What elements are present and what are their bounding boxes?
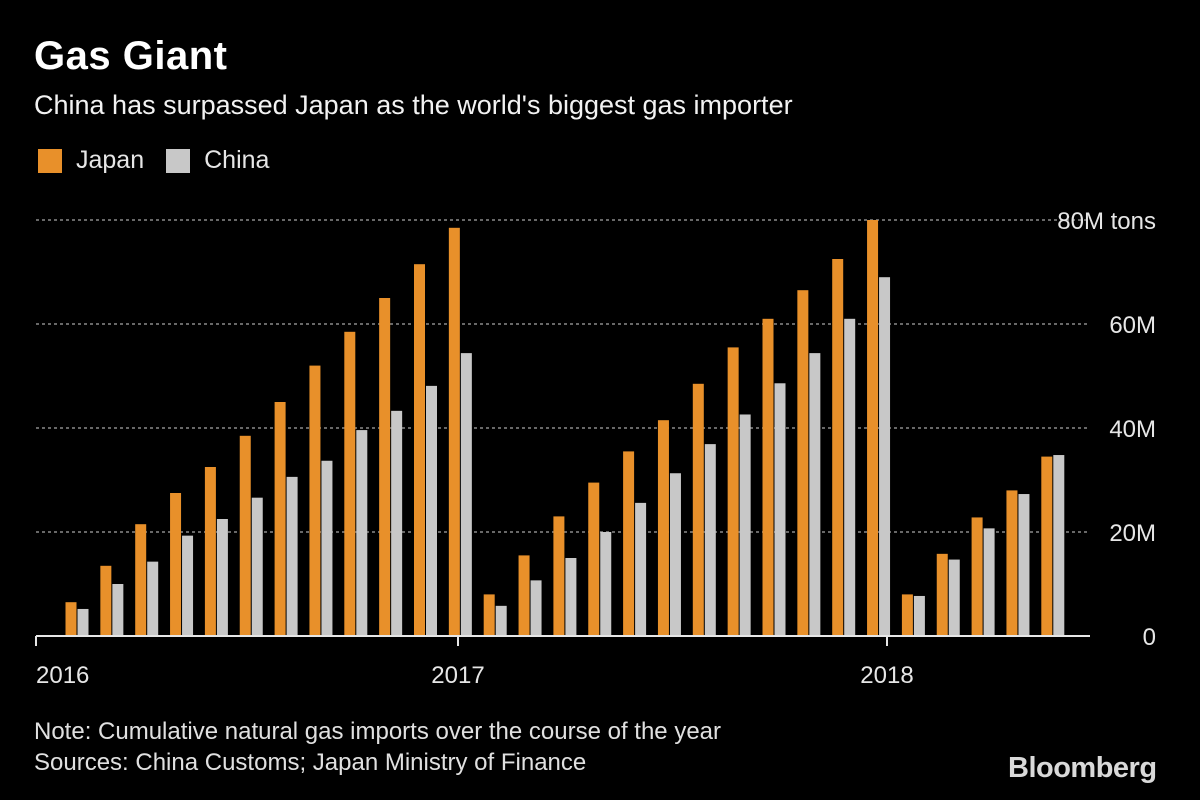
legend-label-japan: Japan [76, 146, 145, 174]
legend-label-china: China [204, 146, 270, 174]
bar-china [391, 410, 403, 636]
bar-china [182, 535, 194, 636]
bar-japan [204, 467, 216, 636]
bar-china [809, 353, 821, 636]
legend-swatch-japan [38, 148, 62, 173]
bar-japan [936, 553, 948, 636]
bar-japan [518, 555, 530, 636]
note-text: Note: Cumulative natural gas imports ove… [34, 718, 721, 745]
bar-japan [867, 220, 879, 636]
y-tick-label: 60M [1109, 312, 1156, 339]
sources-text: Sources: China Customs; Japan Ministry o… [34, 749, 587, 776]
y-tick-label: 40M [1109, 416, 1156, 443]
bar-japan [797, 290, 809, 636]
bar-china [704, 444, 716, 636]
bar-japan [901, 594, 913, 636]
bar-japan [65, 602, 77, 636]
y-tick-label: 0 [1143, 624, 1156, 651]
x-tick-label: 2018 [860, 662, 913, 689]
y-tick-label: 80M tons [1057, 208, 1156, 235]
bar-china [251, 497, 263, 636]
bar-japan [1006, 490, 1018, 636]
bar-japan [379, 298, 391, 636]
bar-japan [623, 451, 635, 636]
legend-item-china: China [166, 146, 269, 175]
bar-china [1018, 494, 1030, 636]
y-tick-label: 20M [1109, 520, 1156, 547]
bar-japan [762, 318, 774, 636]
bar-japan [309, 365, 321, 636]
legend-swatch-china [166, 148, 191, 173]
bar-china [669, 473, 681, 636]
bar-japan [553, 516, 565, 636]
bar-china [147, 561, 159, 636]
bar-china [1053, 455, 1065, 636]
bar-japan [239, 435, 251, 636]
x-tick-label: 2016 [36, 662, 89, 689]
bar-china [879, 277, 891, 636]
chart-subtitle: China has surpassed Japan as the world's… [34, 90, 793, 120]
legend: Japan China [38, 146, 291, 175]
bar-japan [274, 402, 286, 636]
bar-china [216, 519, 228, 636]
bar-china [426, 385, 437, 636]
bar-japan [657, 420, 669, 636]
bar-china [739, 414, 751, 636]
bar-japan [692, 383, 704, 636]
bar-china [565, 558, 577, 636]
bar-china [321, 460, 333, 636]
bar-japan [832, 259, 844, 636]
bar-china [286, 476, 298, 636]
bar-japan [448, 227, 460, 637]
x-tick-label: 2017 [431, 662, 484, 689]
bar-japan [483, 594, 495, 636]
bar-japan [170, 493, 182, 636]
chart-title: Gas Giant [34, 34, 228, 78]
bar-japan [588, 482, 600, 636]
bloomberg-logo: Bloomberg [1008, 752, 1157, 784]
footnote: Note: Cumulative natural gas imports ove… [34, 716, 721, 778]
bar-japan [414, 264, 425, 636]
bar-china [948, 559, 960, 636]
bar-japan [135, 524, 147, 636]
bar-china [983, 528, 995, 636]
bar-china [77, 608, 89, 636]
legend-item-japan: Japan [38, 146, 144, 175]
bar-china [635, 502, 647, 636]
bar-japan [1041, 456, 1053, 636]
bar-japan [100, 565, 112, 636]
bar-china [356, 430, 368, 636]
bar-china [774, 383, 786, 636]
bar-china [600, 532, 612, 636]
bar-japan [344, 331, 356, 636]
bar-china [913, 595, 925, 636]
bar-china [460, 353, 472, 636]
bar-japan [727, 347, 739, 636]
bar-china [530, 580, 542, 636]
bar-china [844, 318, 856, 636]
bar-japan [971, 517, 983, 636]
bar-china [112, 584, 124, 636]
bar-china [495, 605, 507, 636]
